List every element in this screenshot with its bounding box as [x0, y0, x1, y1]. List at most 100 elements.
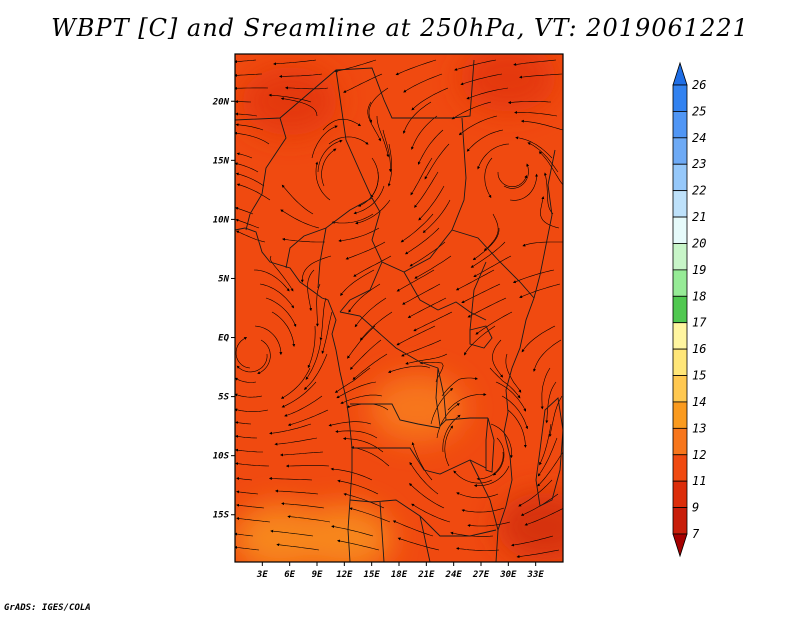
streamline	[436, 403, 460, 439]
streamline	[424, 143, 450, 180]
lat-tick-label: EQ	[218, 334, 229, 344]
streamline	[414, 255, 452, 279]
colorbar-label: 17	[692, 316, 707, 330]
lon-tick-label: 33E	[527, 570, 545, 580]
streamline	[236, 503, 265, 509]
colorbar-swatch	[672, 163, 688, 192]
colorbar-label: 13	[692, 421, 706, 435]
streamline	[235, 230, 266, 243]
streamline	[235, 477, 253, 481]
streamline	[235, 408, 269, 412]
streamline	[460, 73, 503, 86]
colorbar-label: 23	[692, 157, 706, 171]
colorbar-label: 21	[692, 210, 706, 224]
streamline	[514, 110, 558, 117]
streamline	[336, 539, 380, 551]
streamline	[336, 381, 377, 399]
streamline	[413, 311, 453, 332]
streamline	[515, 136, 553, 159]
colorbar-label: 18	[692, 289, 706, 303]
streamline	[484, 157, 493, 199]
streamline	[235, 434, 258, 439]
streamline	[537, 437, 558, 477]
colorbar-swatch	[672, 216, 688, 244]
streamline	[495, 381, 527, 412]
streamline	[322, 118, 362, 131]
streamline	[281, 381, 317, 408]
streamline	[476, 451, 504, 481]
streamline	[281, 237, 325, 243]
streamline	[382, 129, 392, 173]
streamline	[512, 269, 555, 284]
streamline	[470, 241, 506, 268]
colorbar-swatch	[672, 480, 688, 508]
streamline	[395, 59, 437, 76]
streamline	[442, 414, 461, 453]
streamline	[396, 269, 435, 292]
colorbar-label: 16	[692, 342, 706, 356]
lon-tick-label: 9E	[312, 570, 323, 580]
streamline	[235, 123, 264, 131]
streamline	[349, 339, 382, 370]
lon-tick-label: 6E	[284, 570, 295, 580]
streamline	[490, 423, 513, 459]
streamline	[348, 283, 381, 313]
streamline	[354, 297, 387, 328]
streamline	[447, 392, 487, 411]
streamline	[235, 393, 263, 398]
streamline	[472, 228, 500, 261]
lat-tick-label: 5N	[218, 274, 229, 284]
streamline	[235, 490, 259, 495]
lon-tick-label: 21E	[417, 570, 435, 580]
colorbar-swatch	[672, 507, 688, 535]
streamline	[352, 353, 388, 380]
streamline	[268, 477, 313, 481]
streamline	[510, 535, 554, 547]
colorbar-label: 14	[692, 395, 706, 409]
streamline	[503, 163, 530, 189]
streamline	[405, 353, 448, 365]
streamline	[501, 395, 529, 430]
streamline	[411, 87, 449, 111]
streamline	[367, 101, 381, 142]
colorbar: 7 9 11 12 13 14 15 16 17 18 19 20 21 22 23 24 25 26	[672, 61, 707, 558]
streamline	[540, 367, 551, 410]
streamline	[518, 73, 563, 79]
streamline	[345, 241, 386, 260]
streamline	[278, 73, 323, 78]
lon-tick-label: 30E	[499, 570, 517, 580]
streamline	[518, 479, 553, 507]
grads-credit: GrADS: IGES/COLA	[4, 603, 91, 613]
streamline	[271, 311, 296, 348]
streamline	[444, 425, 454, 467]
streamline	[287, 515, 331, 523]
streamline	[475, 311, 513, 335]
streamline	[235, 448, 263, 453]
streamline	[257, 339, 271, 374]
streamline	[270, 529, 314, 537]
streamline	[235, 545, 260, 551]
streamline	[235, 337, 251, 369]
colorbar-label: 12	[692, 448, 706, 462]
colorbar-swatch	[672, 111, 688, 139]
streamline	[305, 339, 322, 380]
streamline	[524, 508, 563, 526]
streamline	[489, 367, 521, 399]
streamline	[410, 157, 433, 196]
streamline	[467, 521, 511, 527]
streamline	[397, 537, 440, 551]
streamline	[505, 353, 522, 393]
colorbar-label: 19	[692, 263, 706, 277]
streamline	[317, 139, 343, 173]
streamline	[408, 483, 445, 509]
streamline	[516, 549, 560, 559]
colorbar-swatch	[672, 190, 688, 218]
lon-tick-label: 12E	[336, 570, 353, 580]
streamline	[335, 430, 378, 439]
colorbar-label: 24	[692, 131, 706, 145]
lon-tick-label: 3E	[256, 570, 268, 580]
streamline	[331, 213, 374, 224]
streamline	[507, 409, 527, 448]
map-axes: 3E 6E 9E 12E 15E 18E 21E 24E 27E 30E 33E 20N 15N 10N 5…	[212, 97, 545, 580]
streamline	[235, 377, 257, 383]
